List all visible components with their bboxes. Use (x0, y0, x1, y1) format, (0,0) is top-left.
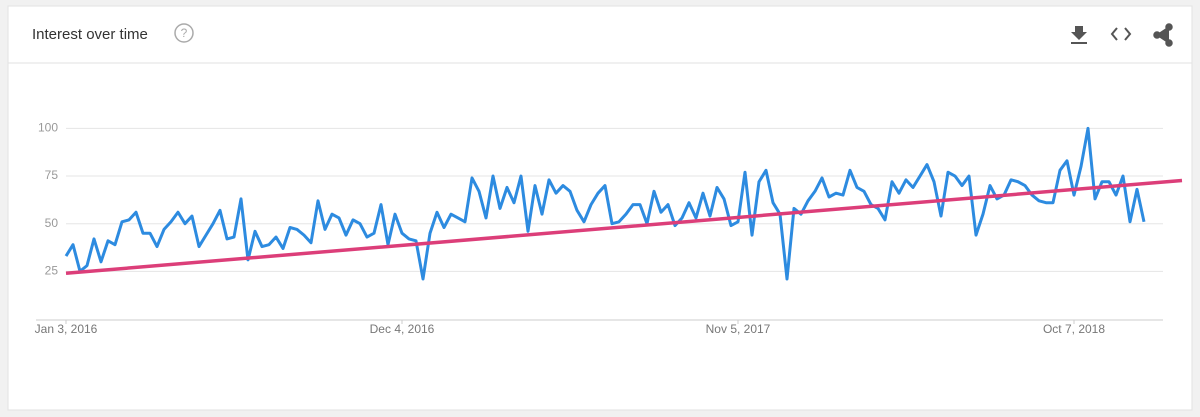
help-icon[interactable]: ? (174, 23, 194, 43)
x-tick-label: Jan 3, 2016 (35, 322, 98, 336)
card (7, 5, 1193, 411)
svg-text:?: ? (181, 26, 188, 40)
x-tick-label: Nov 5, 2017 (706, 322, 771, 336)
y-tick-label: 50 (45, 216, 59, 230)
line-series (64, 126, 1146, 281)
x-tick-label: Oct 7, 2018 (1043, 322, 1105, 336)
embed-icon[interactable] (1110, 27, 1132, 41)
share-icon[interactable] (1153, 23, 1173, 47)
chart-title: Interest over time (32, 26, 148, 43)
download-icon[interactable] (1071, 26, 1087, 44)
trend-line (65, 178, 1183, 275)
y-tick-label: 75 (45, 168, 59, 182)
x-tick-label: Dec 4, 2016 (370, 322, 435, 336)
y-tick-label: 100 (38, 121, 58, 135)
y-tick-label: 25 (45, 264, 59, 278)
